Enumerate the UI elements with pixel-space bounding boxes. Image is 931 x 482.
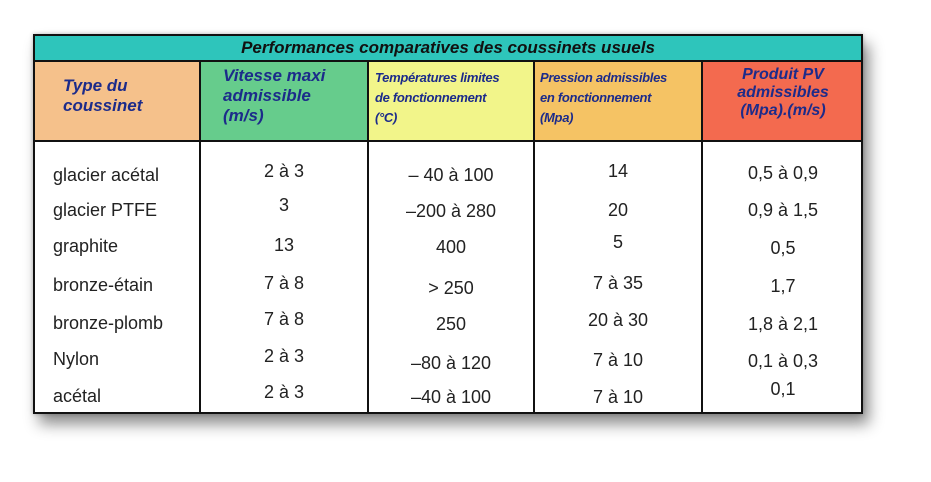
cell-vitesse: 2 à 3 [263, 161, 305, 181]
cell-pv: 0,1 à 0,3 [747, 351, 819, 371]
cell-vitesse: 13 [273, 235, 295, 255]
header-temperature-line: de fonctionnement [375, 90, 487, 105]
cell-type: graphite [53, 236, 119, 256]
cell-type: bronze-plomb [53, 313, 164, 333]
column-vitesse: 2 à 3 3 13 7 à 8 7 à 8 2 à 3 2 à 3 [201, 142, 369, 412]
cell-pression: 7 à 10 [592, 350, 644, 370]
cell-type: Nylon [53, 349, 100, 369]
cell-pv: 0,9 à 1,5 [747, 200, 819, 220]
header-pv-line: Produit PV [742, 66, 824, 83]
column-pv: 0,5 à 0,9 0,9 à 1,5 0,5 1,7 1,8 à 2,1 0,… [703, 142, 861, 412]
cell-pression: 7 à 10 [592, 387, 644, 407]
header-type-line: Type du [63, 76, 128, 95]
header-vitesse-line: admissible [223, 86, 311, 105]
cell-temperature: 400 [435, 237, 467, 257]
header-pression-line: en fonctionnement [540, 90, 652, 105]
cell-vitesse: 2 à 3 [263, 382, 305, 402]
cell-type: bronze-étain [53, 275, 154, 295]
bearing-comparison-table: Performances comparatives des coussinets… [33, 34, 863, 414]
table-title: Performances comparatives des coussinets… [35, 36, 861, 62]
header-temperature-line: Températures limites [375, 70, 500, 85]
header-vitesse-line: (m/s) [223, 106, 264, 125]
header-pv-line: (Mpa).(m/s) [740, 102, 826, 119]
cell-pression: 5 [612, 232, 623, 252]
cell-vitesse: 2 à 3 [263, 346, 305, 366]
cell-pression: 14 [607, 161, 629, 181]
header-vitesse-line: Vitesse maxi [223, 66, 326, 85]
cell-temperature: – 40 à 100 [408, 165, 494, 185]
header-pv-line: admissibles [737, 84, 829, 101]
header-pression-line: Pression admissibles [540, 70, 667, 85]
header-pression-line: (Mpa) [540, 110, 574, 125]
cell-vitesse: 3 [278, 195, 289, 215]
header-temperature: Températures limites de fonctionnement (… [369, 62, 535, 142]
cell-temperature: –80 à 120 [410, 353, 492, 373]
cell-type: glacier acétal [53, 165, 160, 185]
header-type-line: coussinet [63, 96, 143, 115]
cell-pression: 7 à 35 [592, 273, 644, 293]
cell-pv: 1,8 à 2,1 [747, 314, 819, 334]
cell-temperature: –200 à 280 [405, 201, 497, 221]
cell-pv: 0,5 à 0,9 [747, 163, 819, 183]
cell-vitesse: 7 à 8 [263, 309, 305, 329]
cell-pression: 20 à 30 [587, 310, 649, 330]
cell-temperature: 250 [435, 314, 467, 334]
column-pression: 14 20 5 7 à 35 20 à 30 7 à 10 7 à 10 [535, 142, 703, 412]
cell-pression: 20 [607, 200, 629, 220]
header-pv: Produit PV admissibles (Mpa).(m/s) [703, 62, 861, 142]
header-pression: Pression admissibles en fonctionnement (… [535, 62, 703, 142]
cell-type: acétal [53, 386, 102, 406]
header-vitesse: Vitesse maxi admissible (m/s) [201, 62, 369, 142]
cell-pv: 0,5 [770, 238, 796, 258]
column-temperature: – 40 à 100 –200 à 280 400 > 250 250 –80 … [369, 142, 535, 412]
column-type: glacier acétal glacier PTFE graphite bro… [35, 142, 201, 412]
cell-pv: 1,7 [770, 276, 796, 296]
cell-type: glacier PTFE [53, 200, 158, 220]
header-temperature-line: (°C) [375, 110, 398, 125]
cell-vitesse: 7 à 8 [263, 273, 305, 293]
cell-temperature: –40 à 100 [410, 387, 492, 407]
cell-pv: 0,1 [770, 379, 796, 399]
cell-temperature: > 250 [428, 278, 474, 298]
header-type: Type du coussinet [35, 62, 201, 142]
